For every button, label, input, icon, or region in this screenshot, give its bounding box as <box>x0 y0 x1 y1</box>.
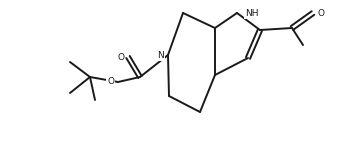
Text: O: O <box>107 78 114 86</box>
Text: NH: NH <box>245 9 258 17</box>
Text: N: N <box>157 51 164 59</box>
Text: O: O <box>317 9 324 17</box>
Text: O: O <box>117 53 124 61</box>
